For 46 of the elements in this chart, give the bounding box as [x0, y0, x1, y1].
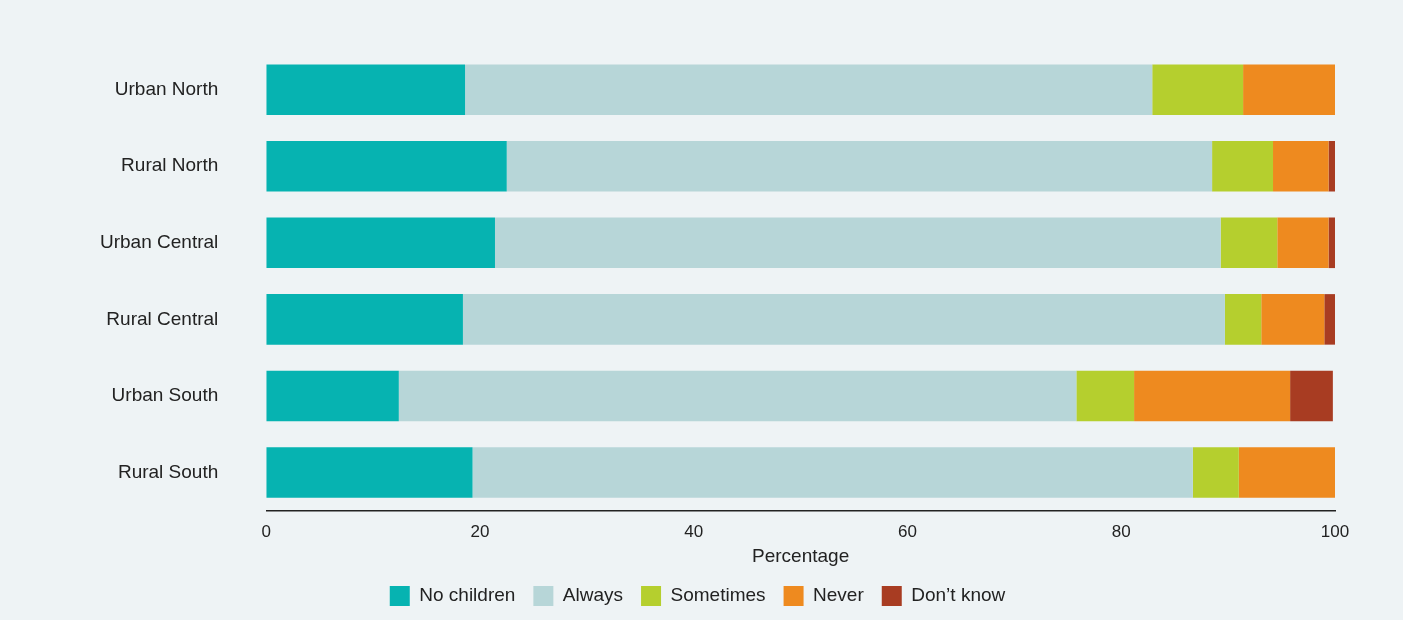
x-tick-label: 20	[470, 521, 490, 541]
y-tick-label: Rural North	[121, 154, 219, 176]
y-tick-label: Rural South	[117, 460, 219, 482]
bar	[1152, 64, 1244, 115]
bar	[266, 217, 495, 269]
bar	[1212, 140, 1274, 192]
bar	[266, 447, 473, 498]
bar	[1328, 140, 1335, 192]
x-tick-label: 80	[1111, 521, 1131, 541]
bar	[1134, 370, 1291, 422]
bar	[266, 370, 399, 422]
legend-label: Sometimes	[670, 584, 766, 606]
y-tick-label: Urban Central	[100, 231, 219, 253]
bar	[494, 217, 1221, 269]
x-tick-label: 100	[1320, 521, 1350, 541]
x-tick-label: 60	[898, 521, 917, 541]
bar	[1324, 294, 1335, 345]
bar	[398, 370, 1077, 422]
y-tick-label: Rural Central	[106, 307, 219, 329]
bar	[465, 64, 1153, 115]
x-axis-title: Percentage	[752, 544, 850, 566]
bar	[1076, 370, 1135, 422]
y-tick-label: Urban South	[111, 384, 219, 406]
bar	[266, 140, 507, 192]
bar	[266, 64, 466, 115]
bar	[1261, 294, 1325, 345]
legend-label: Never	[813, 584, 865, 606]
x-tick-label: 40	[684, 521, 704, 541]
bar	[1243, 64, 1335, 115]
bar	[506, 140, 1213, 192]
bar	[1290, 370, 1333, 422]
legend-label: No children	[419, 584, 516, 606]
bar	[1220, 217, 1278, 269]
bar	[1224, 294, 1262, 345]
legend-label: Always	[562, 584, 624, 606]
y-tick-label: Urban North	[114, 77, 219, 99]
x-tick-label: 0	[261, 521, 272, 541]
bar	[1277, 217, 1329, 269]
bar	[1328, 217, 1335, 269]
bar	[1273, 140, 1329, 192]
bar	[1238, 447, 1335, 498]
bar	[472, 447, 1193, 498]
bar	[266, 294, 463, 345]
legend-label: Don’t know	[911, 584, 1006, 606]
bar	[1192, 447, 1239, 498]
bar	[462, 294, 1225, 345]
